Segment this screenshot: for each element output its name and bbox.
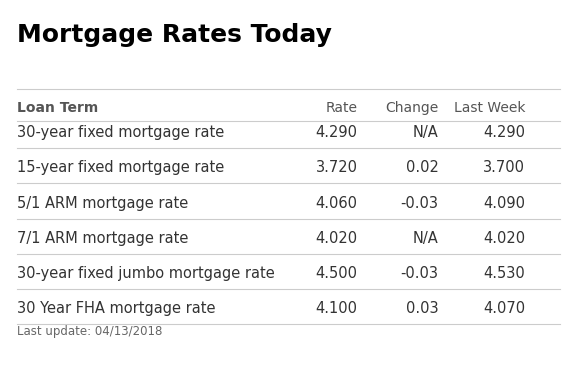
Text: 3.700: 3.700 [483,160,525,175]
Text: 30 Year FHA mortgage rate: 30 Year FHA mortgage rate [17,301,216,316]
Text: 4.530: 4.530 [484,266,525,281]
Text: Rate: Rate [326,101,358,115]
Text: 7/1 ARM mortgage rate: 7/1 ARM mortgage rate [17,231,189,246]
Text: -0.03: -0.03 [400,266,439,281]
Text: Loan Term: Loan Term [17,101,99,115]
Text: 4.500: 4.500 [316,266,358,281]
Text: Change: Change [385,101,439,115]
Text: 4.020: 4.020 [483,231,525,246]
Text: Mortgage Rates Today: Mortgage Rates Today [17,23,332,47]
Text: 4.070: 4.070 [483,301,525,316]
Text: 4.290: 4.290 [483,125,525,140]
Text: 30-year fixed mortgage rate: 30-year fixed mortgage rate [17,125,224,140]
Text: N/A: N/A [413,231,439,246]
Text: 4.100: 4.100 [316,301,358,316]
Text: 4.020: 4.020 [316,231,358,246]
Text: 4.060: 4.060 [316,196,358,211]
Text: 0.02: 0.02 [406,160,439,175]
Text: 30-year fixed jumbo mortgage rate: 30-year fixed jumbo mortgage rate [17,266,275,281]
Text: 5/1 ARM mortgage rate: 5/1 ARM mortgage rate [17,196,189,211]
Text: N/A: N/A [413,125,439,140]
Text: 4.090: 4.090 [483,196,525,211]
Text: 0.03: 0.03 [406,301,439,316]
Text: -0.03: -0.03 [400,196,439,211]
Text: 4.290: 4.290 [316,125,358,140]
Text: 3.720: 3.720 [316,160,358,175]
Text: Last Week: Last Week [454,101,525,115]
Text: Last update: 04/13/2018: Last update: 04/13/2018 [17,325,163,338]
Text: 15-year fixed mortgage rate: 15-year fixed mortgage rate [17,160,224,175]
